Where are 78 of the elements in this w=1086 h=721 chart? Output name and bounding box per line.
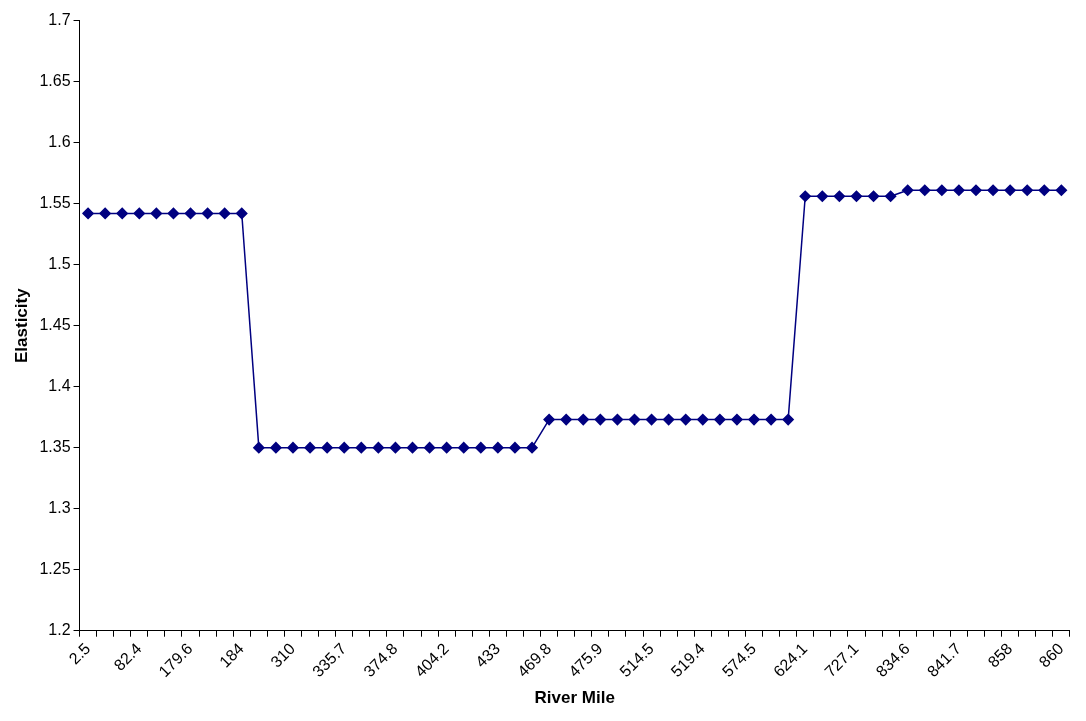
x-tick-label: 433 bbox=[472, 639, 504, 671]
point bbox=[184, 207, 197, 220]
point bbox=[850, 190, 863, 203]
x-tick-label: 2.5 bbox=[65, 639, 94, 668]
point bbox=[731, 413, 743, 426]
point bbox=[423, 441, 436, 454]
point bbox=[936, 184, 948, 196]
point bbox=[338, 441, 350, 454]
point bbox=[355, 441, 368, 454]
point bbox=[884, 190, 897, 203]
point bbox=[645, 413, 658, 426]
point bbox=[82, 207, 94, 220]
y-axis-title: Elasticity bbox=[11, 287, 31, 363]
x-tick-label: 184 bbox=[216, 639, 248, 671]
point bbox=[150, 207, 163, 220]
point bbox=[236, 207, 248, 220]
point bbox=[1038, 184, 1051, 196]
point bbox=[765, 413, 777, 426]
point bbox=[1004, 184, 1016, 196]
point bbox=[1021, 184, 1033, 196]
x-axis-title: River Mile bbox=[534, 688, 615, 708]
point bbox=[560, 413, 572, 426]
point bbox=[543, 413, 555, 426]
point bbox=[253, 441, 265, 454]
point bbox=[133, 207, 146, 220]
y-tick-label: 1.25 bbox=[39, 560, 71, 578]
y-tick-label: 1.45 bbox=[39, 316, 71, 334]
point bbox=[662, 413, 675, 426]
point bbox=[901, 184, 914, 196]
point bbox=[218, 207, 231, 220]
point bbox=[953, 184, 965, 196]
point bbox=[372, 441, 385, 454]
point bbox=[1055, 184, 1068, 196]
point bbox=[970, 184, 982, 196]
point bbox=[492, 441, 504, 454]
y-tick-label: 1.55 bbox=[39, 194, 71, 212]
point bbox=[440, 441, 453, 454]
point bbox=[99, 207, 111, 220]
point bbox=[116, 207, 128, 220]
x-tick-label: 82.4 bbox=[110, 639, 145, 674]
y-tick-label: 1.4 bbox=[48, 377, 71, 395]
point bbox=[867, 190, 880, 203]
point bbox=[304, 441, 316, 454]
point bbox=[833, 190, 846, 203]
point bbox=[816, 190, 829, 203]
y-tick-label: 1.3 bbox=[48, 499, 71, 517]
x-tick-label: 858 bbox=[984, 639, 1016, 671]
point bbox=[406, 441, 419, 454]
point bbox=[526, 441, 538, 454]
y-tick-label: 1.6 bbox=[48, 133, 71, 151]
point bbox=[628, 413, 641, 426]
point bbox=[782, 413, 794, 426]
y-tick-label: 1.2 bbox=[48, 621, 71, 639]
point bbox=[475, 441, 487, 454]
point bbox=[748, 413, 760, 426]
point bbox=[714, 413, 726, 426]
point bbox=[201, 207, 214, 220]
point bbox=[270, 441, 282, 454]
point bbox=[919, 184, 931, 196]
point bbox=[167, 207, 180, 220]
point bbox=[509, 441, 521, 454]
y-tick-label: 1.65 bbox=[39, 72, 71, 90]
point bbox=[321, 441, 333, 454]
point bbox=[594, 413, 607, 426]
x-tick-label: 310 bbox=[267, 639, 299, 671]
y-tick-label: 1.7 bbox=[48, 11, 71, 29]
point bbox=[577, 413, 590, 426]
point bbox=[287, 441, 299, 454]
y-tick-label: 1.5 bbox=[48, 255, 71, 273]
x-tick-label: 860 bbox=[1035, 639, 1067, 671]
point bbox=[799, 190, 811, 203]
point bbox=[457, 441, 470, 454]
point bbox=[679, 413, 692, 426]
point bbox=[987, 184, 999, 196]
point bbox=[697, 413, 709, 426]
point bbox=[389, 441, 402, 454]
y-tick-label: 1.35 bbox=[39, 438, 71, 456]
point bbox=[611, 413, 624, 426]
